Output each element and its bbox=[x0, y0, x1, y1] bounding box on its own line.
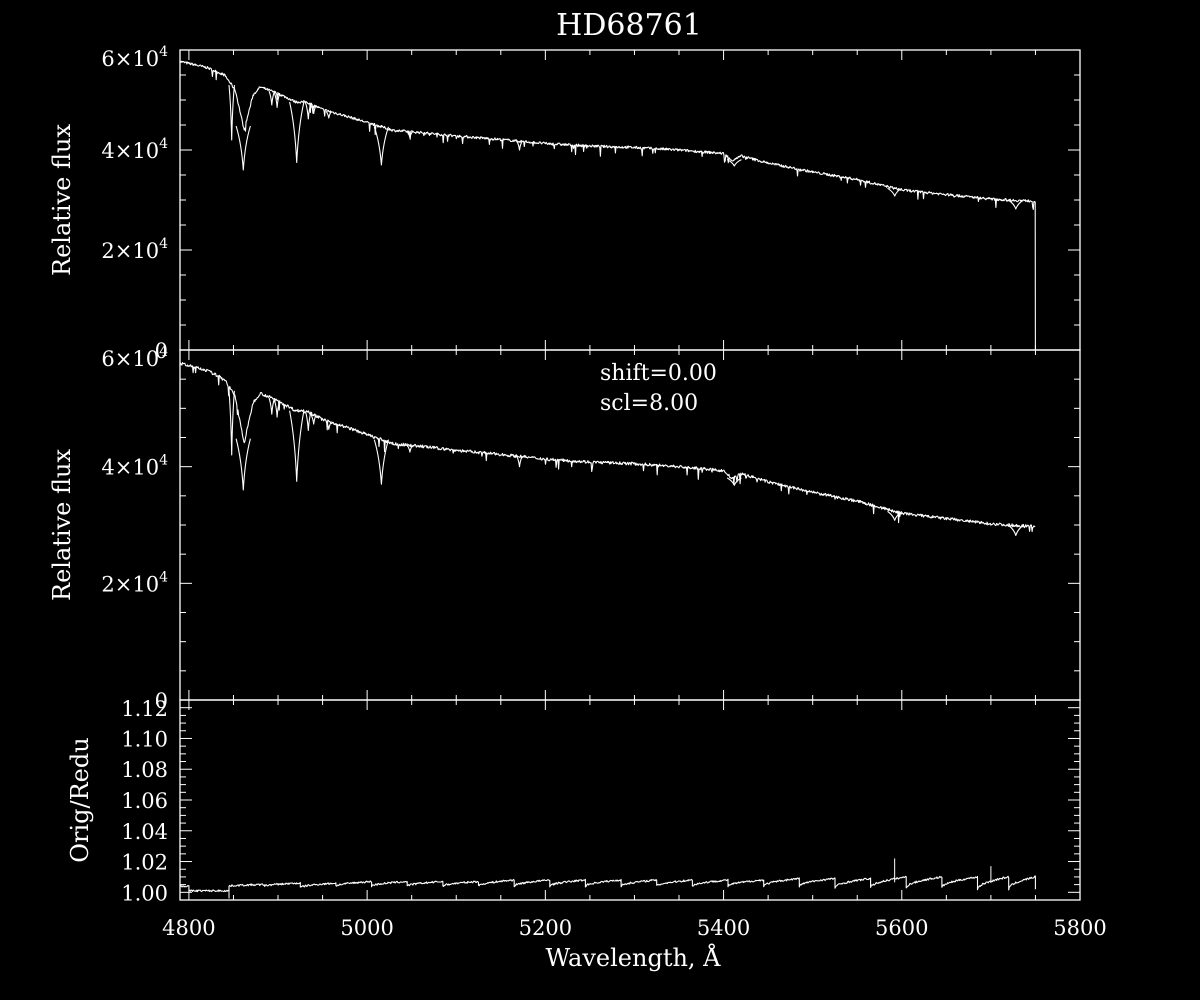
absorption-line bbox=[289, 101, 305, 164]
absorption-line bbox=[516, 140, 523, 151]
annotation-scl: scl=8.00 bbox=[600, 391, 698, 416]
y-tick-label: 1.04 bbox=[121, 820, 168, 844]
y-tick-exponent: 4 bbox=[159, 236, 168, 252]
ratio-line bbox=[179, 875, 1036, 893]
y-tick-exponent: 4 bbox=[159, 344, 168, 360]
absorption-line bbox=[310, 105, 317, 115]
absorption-line bbox=[1008, 525, 1024, 537]
absorption-line bbox=[887, 510, 903, 521]
absorption-line bbox=[373, 439, 390, 485]
absorption-line bbox=[273, 93, 281, 109]
y-tick-exponent: 4 bbox=[159, 453, 168, 469]
y-tick-base: 4×10 bbox=[101, 139, 159, 163]
x-tick-label: 4800 bbox=[162, 916, 215, 940]
y-tick-label: 4×104 bbox=[101, 453, 168, 480]
x-axis-label: Wavelength, Å bbox=[545, 943, 721, 972]
spectrum-line bbox=[179, 362, 1036, 533]
y-tick-base: 0 bbox=[155, 339, 168, 363]
absorption-line bbox=[1008, 199, 1024, 210]
y-tick-label: 1.02 bbox=[121, 851, 168, 875]
absorption-line bbox=[726, 159, 742, 167]
absorption-line bbox=[406, 444, 414, 453]
y-tick-base: 1.06 bbox=[121, 789, 168, 813]
absorption-line bbox=[310, 414, 317, 425]
y-tick-label: 1.10 bbox=[121, 727, 168, 751]
x-tick-label: 5400 bbox=[697, 916, 750, 940]
x-tick-label: 5600 bbox=[875, 916, 928, 940]
panel-middle: Relative flux shift=0.00 scl=8.00 02×104… bbox=[48, 344, 1081, 713]
y-tick-label: 6×104 bbox=[101, 44, 168, 71]
absorption-line bbox=[325, 110, 332, 119]
absorption-line bbox=[406, 131, 414, 139]
panel-middle-ylabel: Relative flux bbox=[48, 449, 76, 601]
absorption-line bbox=[273, 400, 281, 418]
y-tick-base: 4×10 bbox=[101, 456, 159, 480]
absorption-line bbox=[268, 91, 276, 106]
y-tick-label: 0 bbox=[155, 339, 168, 363]
y-tick-base: 2×10 bbox=[101, 572, 159, 596]
y-tick-base: 1.08 bbox=[121, 758, 168, 782]
panel-bottom-ylabel: Orig/Redu bbox=[66, 737, 94, 862]
y-tick-label: 1.06 bbox=[121, 789, 168, 813]
absorption-line bbox=[235, 438, 251, 491]
y-tick-label: 1.00 bbox=[121, 881, 168, 905]
y-tick-label: 0 bbox=[155, 689, 168, 713]
y-tick-base: 1.12 bbox=[121, 697, 168, 721]
y-tick-label: 2×104 bbox=[101, 569, 168, 596]
y-tick-base: 1.02 bbox=[121, 851, 168, 875]
absorption-line bbox=[726, 477, 742, 486]
absorption-line bbox=[305, 411, 312, 432]
y-tick-label: 4×104 bbox=[101, 136, 168, 163]
y-tick-base: 1.10 bbox=[121, 727, 168, 751]
y-tick-exponent: 4 bbox=[159, 569, 168, 585]
absorption-line bbox=[228, 390, 235, 456]
y-tick-label: 2×104 bbox=[101, 236, 168, 263]
y-tick-label: 6×104 bbox=[101, 344, 168, 371]
x-tick-label: 5200 bbox=[519, 916, 572, 940]
panel-top-frame bbox=[179, 49, 1081, 351]
absorption-line bbox=[228, 84, 235, 141]
absorption-line bbox=[268, 397, 276, 415]
chart-title: HD68761 bbox=[556, 8, 702, 43]
absorption-line bbox=[887, 187, 903, 197]
spectrum-line bbox=[179, 60, 1036, 351]
x-tick-label: 5800 bbox=[1053, 916, 1106, 940]
y-tick-base: 6×10 bbox=[101, 47, 159, 71]
y-tick-label: 1.08 bbox=[121, 758, 168, 782]
panel-bottom-frame bbox=[179, 699, 1081, 901]
y-tick-base: 0 bbox=[155, 689, 168, 713]
absorption-line bbox=[305, 102, 312, 120]
absorption-line bbox=[325, 421, 332, 430]
absorption-line bbox=[289, 410, 305, 482]
absorption-line bbox=[373, 126, 390, 166]
y-tick-exponent: 4 bbox=[159, 136, 168, 152]
absorption-line bbox=[516, 456, 523, 468]
y-tick-base: 6×10 bbox=[101, 347, 159, 371]
y-tick-label: 1.12 bbox=[121, 697, 168, 721]
panel-top-ylabel: Relative flux bbox=[48, 124, 76, 276]
y-tick-base: 2×10 bbox=[101, 239, 159, 263]
y-tick-exponent: 4 bbox=[159, 44, 168, 60]
annotation-shift: shift=0.00 bbox=[600, 361, 717, 386]
y-tick-base: 1.04 bbox=[121, 820, 168, 844]
x-tick-label: 5000 bbox=[340, 916, 393, 940]
absorption-line bbox=[235, 125, 251, 171]
panel-bottom: Orig/Redu Wavelength, Å 1.00 1.02 1.04 1.06… bbox=[66, 697, 1107, 972]
y-tick-base: 1.00 bbox=[121, 881, 168, 905]
